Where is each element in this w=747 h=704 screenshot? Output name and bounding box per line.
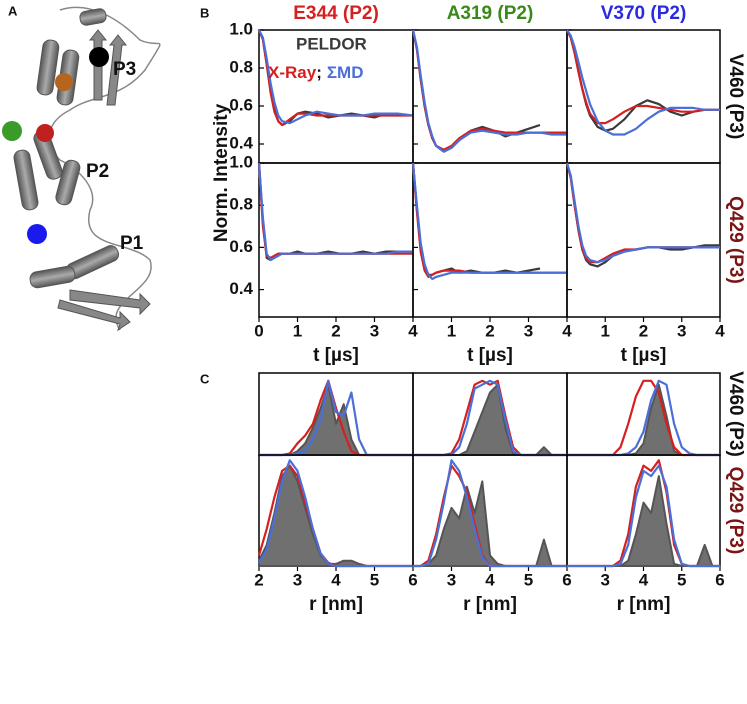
trace-line <box>258 459 413 568</box>
trace-line <box>411 162 567 278</box>
trace-line <box>411 162 567 281</box>
panel-label: B <box>200 5 209 20</box>
trace-line <box>411 29 567 153</box>
y-axis-label: Norm. Intensity <box>211 103 232 242</box>
x-tick-label: 2 <box>331 321 340 340</box>
trace-line <box>257 162 398 262</box>
x-axis-label: t [µs] <box>313 345 359 366</box>
trace-line <box>411 162 541 276</box>
panel-label: C <box>200 371 210 386</box>
y-tick-label: 0.4 <box>229 279 253 298</box>
x-tick-label: 6 <box>408 570 417 589</box>
legend-entry: PELDOR <box>296 34 367 53</box>
legend-separator: ; <box>316 63 322 82</box>
legend: X-Ray; ΣMD <box>268 63 364 82</box>
x-axis-label: r [nm] <box>617 594 671 615</box>
x-tick-label: 0 <box>254 321 263 340</box>
y-tick-label: 1.0 <box>229 152 253 171</box>
x-tick-label: 3 <box>447 570 456 589</box>
x-tick-label: 2 <box>639 321 648 340</box>
plot-frame <box>412 162 568 318</box>
x-tick-label: 5 <box>370 570 379 589</box>
plot-frame <box>566 29 721 164</box>
x-tick-label: 2 <box>254 570 263 589</box>
domain-label: P1 <box>120 233 144 254</box>
distribution-area <box>566 475 721 567</box>
x-tick-label: 3 <box>601 570 610 589</box>
column-title: E344 (P2) <box>293 3 379 24</box>
x-tick-label: 4 <box>331 570 341 589</box>
row-title: V460 (P3) <box>725 371 746 457</box>
distribution-area <box>412 383 568 456</box>
x-tick-label: 4 <box>639 570 649 589</box>
trace-line <box>258 29 414 125</box>
x-axis-label: t [µs] <box>467 345 513 366</box>
spin-label <box>27 224 47 244</box>
row-title: Q429 (P3) <box>725 196 746 284</box>
trace-line <box>566 29 720 132</box>
x-tick-label: 4 <box>485 570 495 589</box>
distribution-area <box>566 383 721 456</box>
y-tick-label: 0.4 <box>229 133 253 152</box>
x-tick-label: 3 <box>677 321 686 340</box>
distribution-area <box>412 480 568 567</box>
x-tick-label: 6 <box>715 570 724 589</box>
x-tick-label: 4 <box>408 321 418 340</box>
spin-label <box>2 121 22 141</box>
x-axis-label: r [nm] <box>309 594 363 615</box>
distribution-area <box>258 383 414 456</box>
legend-entry: ΣMD <box>327 63 364 82</box>
column-title: A319 (P2) <box>447 3 534 24</box>
x-tick-label: 4 <box>562 321 572 340</box>
x-tick-label: 4 <box>715 321 725 340</box>
x-tick-label: 3 <box>524 321 533 340</box>
x-axis-label: t [µs] <box>621 345 667 366</box>
domain-label: P3 <box>113 59 136 80</box>
x-tick-label: 6 <box>562 570 571 589</box>
x-tick-label: 1 <box>601 321 610 340</box>
plot-frame <box>566 162 721 318</box>
spin-label <box>36 124 54 142</box>
spin-label <box>89 47 109 67</box>
x-tick-label: 1 <box>447 321 456 340</box>
y-tick-label: 1.0 <box>229 19 253 38</box>
trace-line <box>257 162 413 262</box>
x-tick-label: 1 <box>293 321 302 340</box>
y-tick-label: 0.6 <box>229 237 253 256</box>
trace-line <box>565 162 720 264</box>
x-tick-label: 2 <box>485 321 494 340</box>
trace-line <box>566 29 720 125</box>
panel-label: A <box>8 3 18 18</box>
y-tick-label: 0.6 <box>229 95 253 114</box>
row-title: Q429 (P3) <box>725 467 746 555</box>
trace-line <box>413 459 567 568</box>
x-tick-label: 5 <box>524 570 533 589</box>
trace-line <box>257 29 413 127</box>
y-tick-label: 0.8 <box>229 57 253 76</box>
trace-line <box>565 162 720 268</box>
plot-frame <box>258 162 414 318</box>
x-axis-label: r [nm] <box>463 594 517 615</box>
row-title: V460 (P3) <box>725 54 746 140</box>
y-tick-label: 0.8 <box>229 195 253 214</box>
x-tick-label: 5 <box>677 570 686 589</box>
column-title: V370 (P2) <box>601 3 687 24</box>
trace-line <box>257 162 413 259</box>
domain-label: P2 <box>86 161 109 182</box>
trace-line <box>567 464 720 568</box>
spin-label <box>55 73 73 91</box>
x-tick-label: 3 <box>370 321 379 340</box>
x-tick-label: 3 <box>293 570 302 589</box>
trace-line <box>566 29 720 136</box>
legend-entry: X-Ray <box>268 63 317 82</box>
